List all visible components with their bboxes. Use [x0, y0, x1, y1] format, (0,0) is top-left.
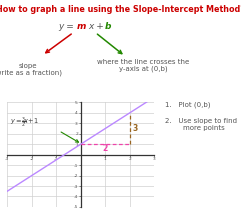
- Text: y =: y =: [59, 22, 77, 31]
- Text: 2: 2: [103, 144, 108, 153]
- Text: b: b: [105, 22, 111, 31]
- Text: 1.   Plot (0,b): 1. Plot (0,b): [165, 101, 211, 108]
- Text: 2.   Use slope to find
        more points: 2. Use slope to find more points: [165, 118, 237, 131]
- Text: where the line crosses the
y-axis at (0,b): where the line crosses the y-axis at (0,…: [97, 59, 189, 72]
- Text: $y=\!\frac{3}{2}\!x\!+\!1$: $y=\!\frac{3}{2}\!x\!+\!1$: [10, 116, 39, 130]
- Text: 3: 3: [133, 124, 138, 133]
- Text: m: m: [77, 22, 87, 31]
- Text: slope
(write as a fraction): slope (write as a fraction): [0, 63, 62, 76]
- Text: x +: x +: [88, 22, 107, 31]
- Text: How to graph a line using the Slope-Intercept Method?: How to graph a line using the Slope-Inte…: [0, 5, 241, 14]
